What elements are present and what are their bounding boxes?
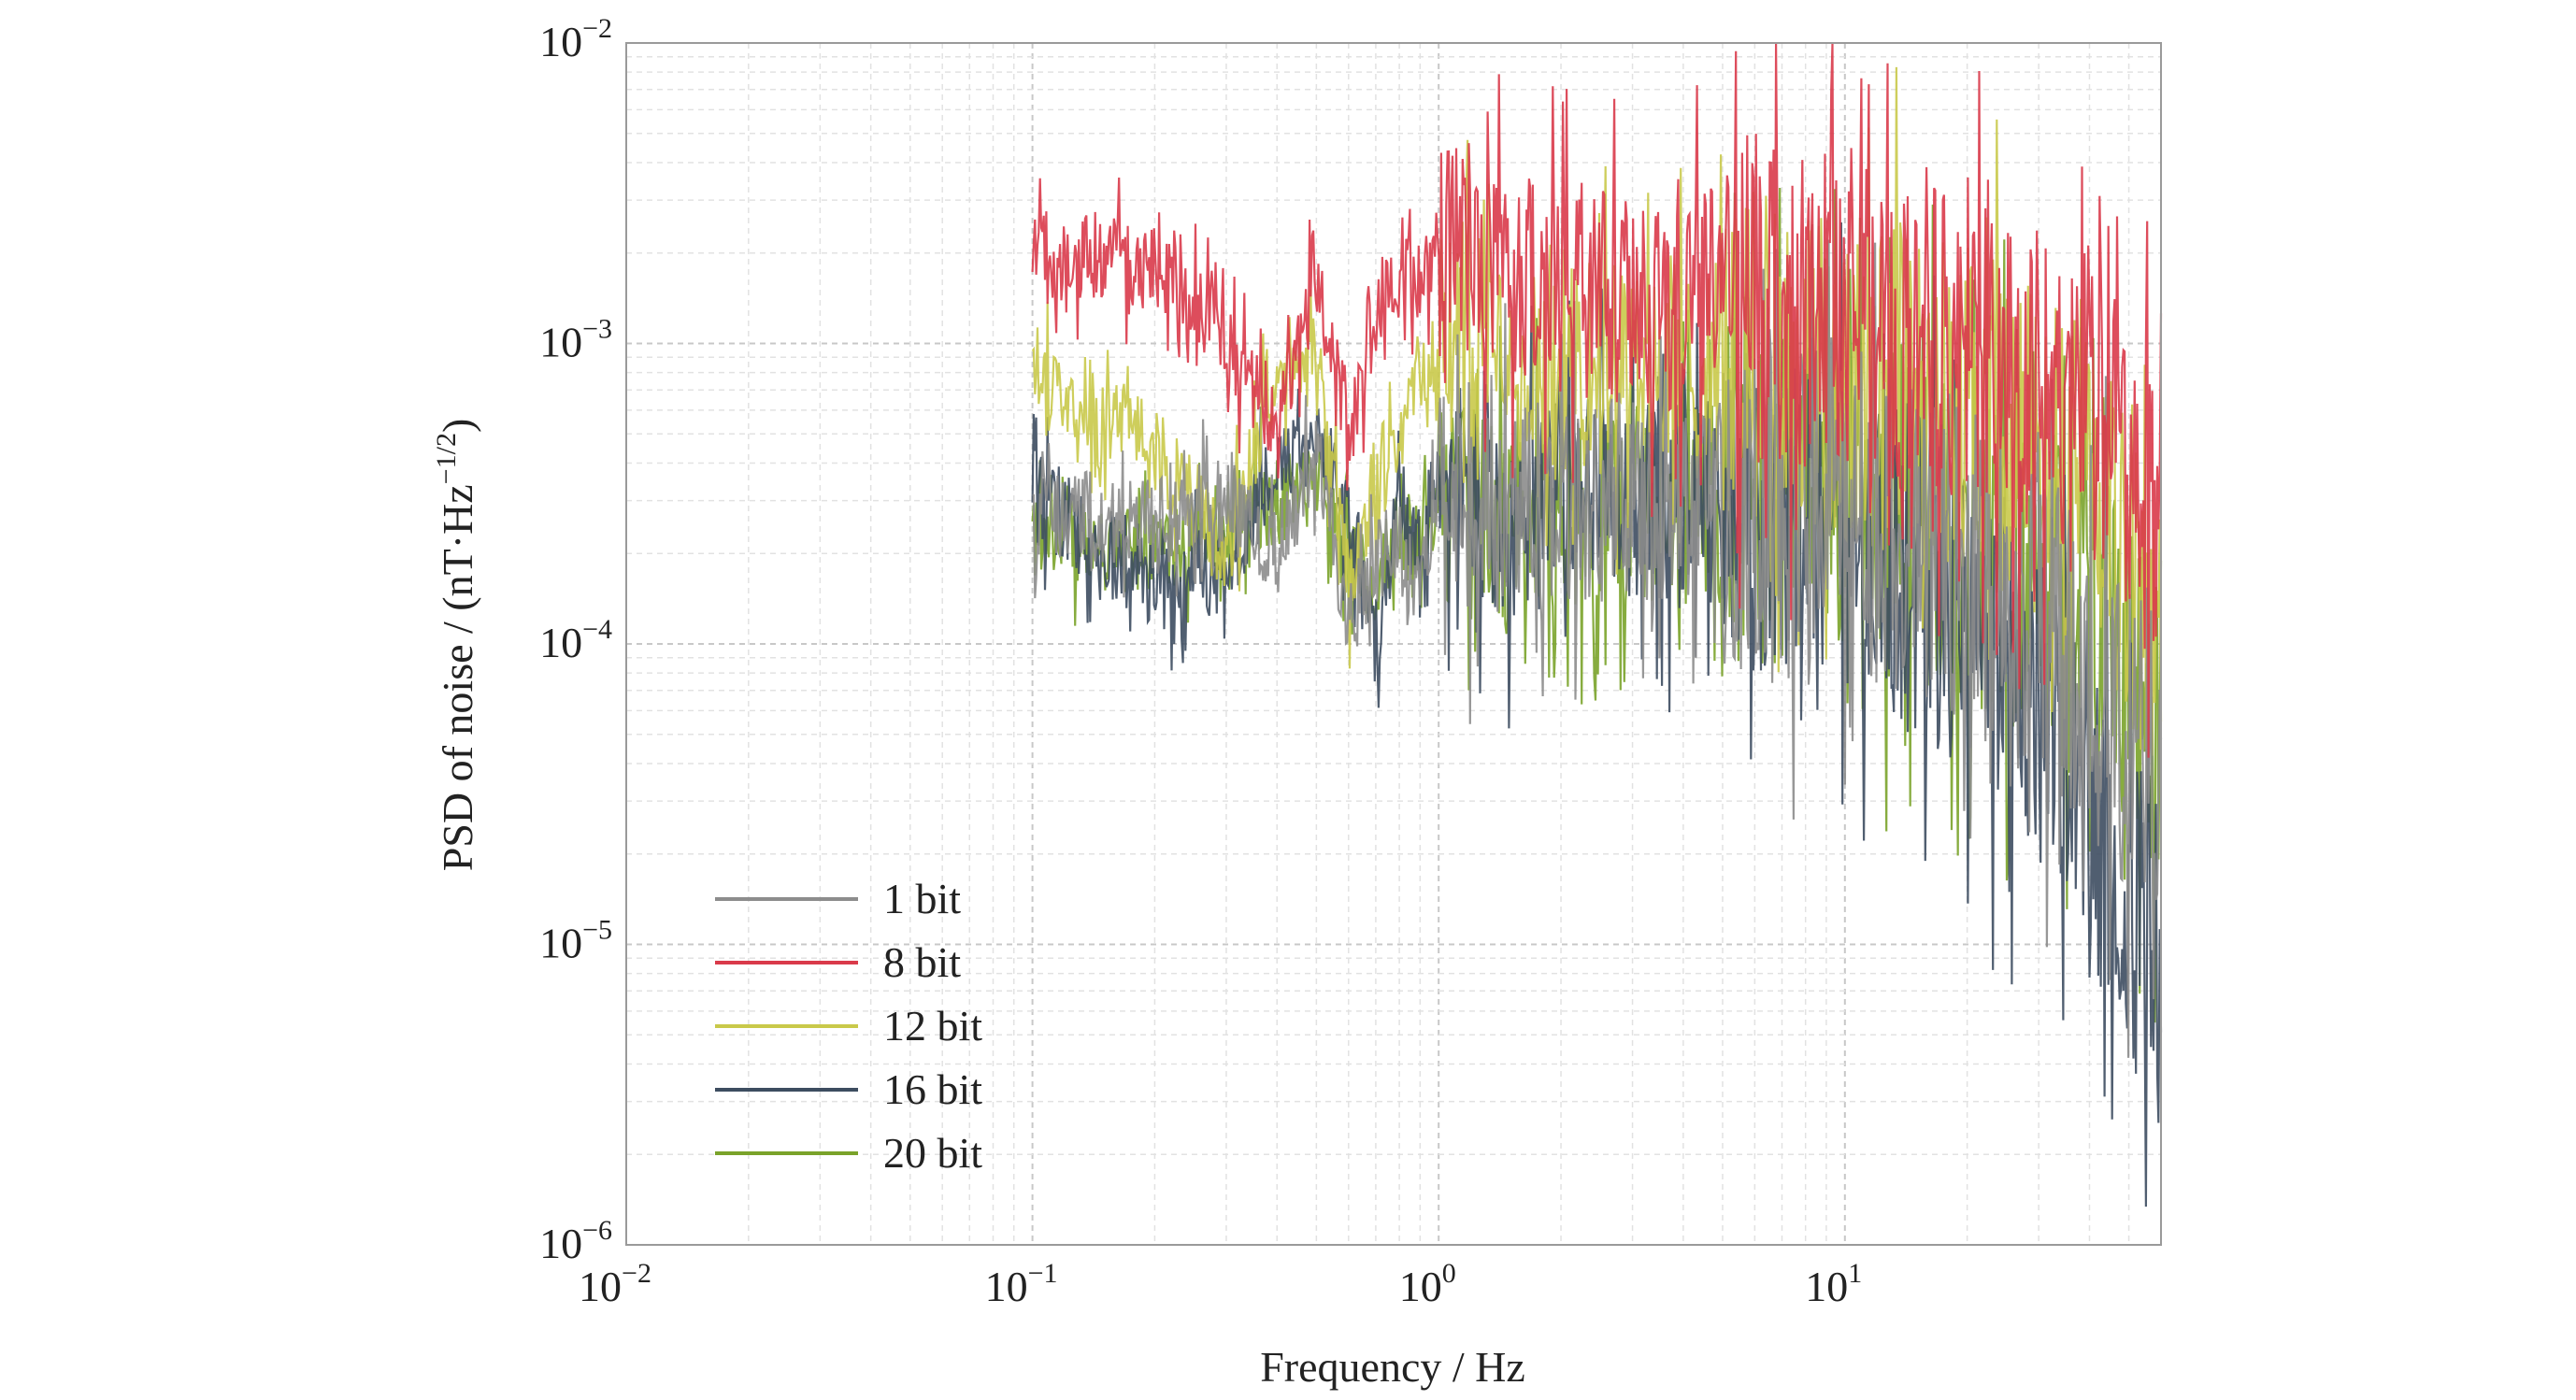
- x-tick-label: 100: [1399, 1258, 1456, 1310]
- legend-label-16-bit: 16 bit: [883, 1065, 982, 1113]
- y-axis-label: PSD of noise / (nT·Hz−1/2): [431, 419, 481, 872]
- y-tick-label: 10−5: [539, 915, 612, 967]
- legend-label-12-bit: 12 bit: [883, 1002, 982, 1050]
- y-axis-label-sup: −1/2: [431, 433, 462, 484]
- x-tick-label: 10−1: [985, 1258, 1058, 1310]
- y-tick-label: 10−4: [539, 614, 612, 666]
- y-tick-label: 10−3: [539, 314, 612, 366]
- y-tick-label: 10−6: [539, 1215, 612, 1267]
- x-tick-label: 101: [1805, 1258, 1862, 1310]
- series-group: [1031, 42, 2163, 1207]
- x-tick-labels: 10−2 10−1 100 101: [579, 1258, 1862, 1310]
- y-axis-label-main: PSD of noise / (nT·Hz: [434, 484, 481, 871]
- legend-label-8-bit: 8 bit: [883, 938, 961, 986]
- x-tick-label: 10−2: [579, 1258, 651, 1310]
- plot-frame: [625, 42, 2162, 1246]
- series-line-8-bit: [1031, 42, 2163, 758]
- y-tick-label: 10−2: [539, 13, 612, 65]
- legend-label-1-bit: 1 bit: [883, 875, 961, 922]
- y-axis-label-tail: ): [434, 419, 481, 433]
- series-line-1-bit: [1032, 223, 2163, 1058]
- legend-label-20-bit: 20 bit: [883, 1129, 982, 1177]
- legend: 1 bit 8 bit 12 bit 16 bit 20 bit: [715, 875, 982, 1177]
- y-tick-labels: 10−2 10−3 10−4 10−5 10−6: [539, 13, 612, 1267]
- x-axis-label: Frequency / Hz: [1260, 1343, 1525, 1391]
